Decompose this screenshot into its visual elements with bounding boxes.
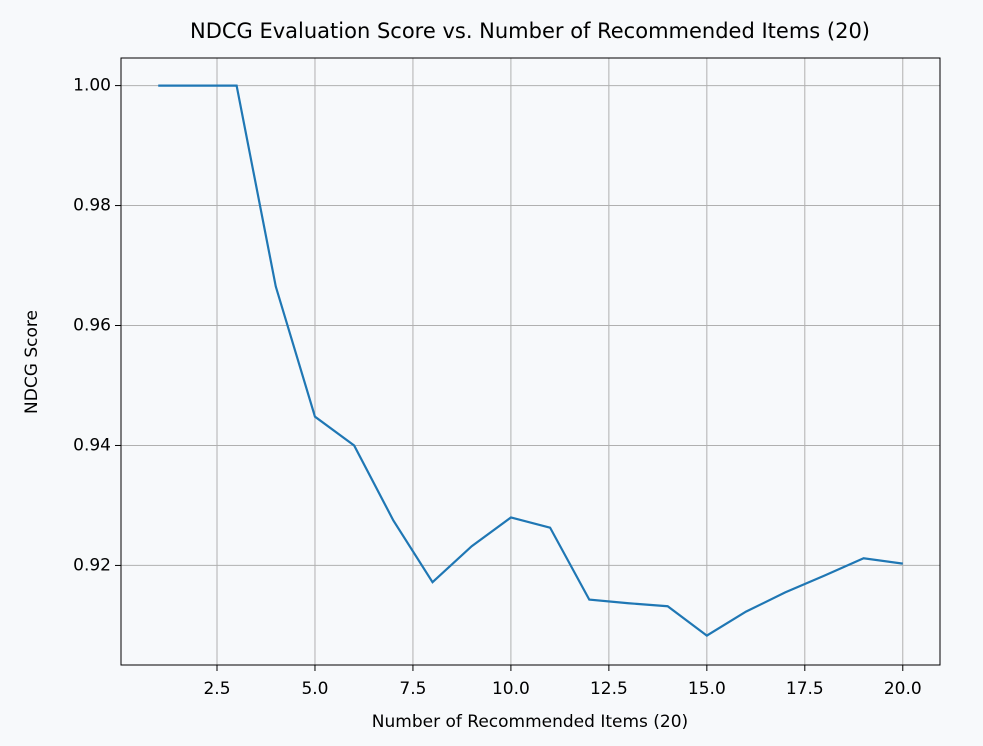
y-tick-label: 0.96 — [73, 316, 111, 336]
y-tick-label: 0.94 — [73, 435, 111, 455]
y-axis-label: NDCG Score — [22, 310, 42, 414]
y-tick-label: 0.98 — [73, 196, 111, 216]
line-series — [158, 84, 903, 637]
y-tick-label: 1.00 — [73, 76, 111, 96]
x-tick-label: 5.0 — [301, 679, 328, 699]
y-tick-label: 0.92 — [73, 555, 111, 575]
x-tick-label: 2.5 — [203, 679, 230, 699]
x-tick-label: 12.5 — [590, 679, 628, 699]
x-tick-label: 10.0 — [492, 679, 530, 699]
chart-title: NDCG Evaluation Score vs. Number of Reco… — [190, 19, 870, 43]
x-tick-label: 17.5 — [786, 679, 824, 699]
plot-frame — [120, 57, 941, 666]
x-tick-label: 20.0 — [884, 679, 922, 699]
x-axis-label: Number of Recommended Items (20) — [372, 712, 688, 732]
x-tick-label: 7.5 — [399, 679, 426, 699]
x-tick-label: 15.0 — [688, 679, 726, 699]
